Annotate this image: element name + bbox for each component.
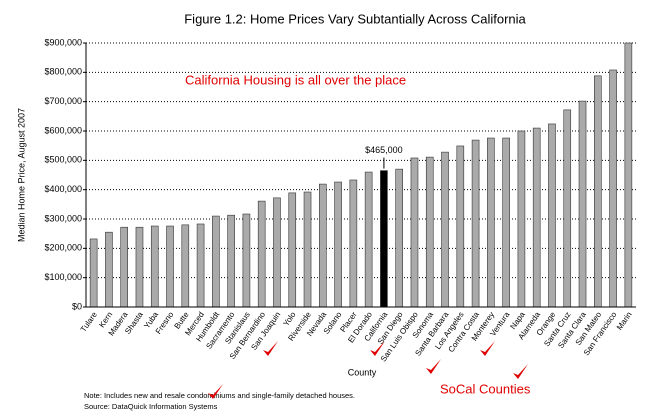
- checkmark: [263, 341, 278, 356]
- y-tick-label: $0: [72, 301, 82, 311]
- bar: [548, 123, 556, 308]
- bar: [624, 42, 633, 308]
- bar: [532, 127, 541, 308]
- bar: [471, 139, 480, 308]
- checkmark: [370, 341, 385, 356]
- bar: [105, 231, 113, 308]
- annotation: California Housing is all over the place: [185, 72, 406, 87]
- checkmark: [480, 341, 495, 356]
- bar: [196, 223, 205, 308]
- bar: [257, 200, 266, 308]
- bar: [410, 157, 419, 308]
- bar: [166, 225, 174, 308]
- y-tick-label: $700,000: [44, 96, 82, 106]
- bar: [441, 151, 449, 308]
- bar: [181, 224, 190, 308]
- y-tick-label: $900,000: [44, 37, 82, 47]
- x-tick-label: Marin: [615, 310, 634, 332]
- bar: [395, 168, 403, 308]
- bar: [349, 179, 358, 308]
- y-tick-label: $100,000: [44, 272, 82, 282]
- bar: [609, 69, 617, 308]
- bar: [273, 197, 281, 308]
- y-tick-label: $200,000: [44, 243, 82, 253]
- checkmark: [208, 384, 223, 399]
- bar: [364, 171, 373, 308]
- bar: [120, 226, 128, 308]
- bar: [563, 109, 572, 308]
- bar: [135, 226, 144, 308]
- y-tick-label: $300,000: [44, 213, 82, 223]
- x-axis-label: County: [348, 367, 377, 377]
- bar: [425, 156, 434, 308]
- bar: [380, 170, 388, 308]
- y-axis-label: Median Home Price, August 2007: [16, 108, 26, 242]
- chart-title: Figure 1.2: Home Prices Vary Subtantiall…: [184, 11, 526, 26]
- bar: [89, 238, 98, 308]
- bar: [319, 183, 327, 308]
- bar: [502, 137, 510, 308]
- bar: [212, 215, 220, 308]
- annotation: SoCal Counties: [440, 381, 531, 396]
- bar: [150, 225, 159, 308]
- note: Source: DataQuick Information Systems: [84, 402, 218, 411]
- data-label: $465,000: [365, 145, 403, 155]
- checkmark: [426, 359, 441, 374]
- bar: [456, 145, 465, 308]
- bar: [227, 214, 235, 308]
- bar: [594, 75, 602, 308]
- bar: [288, 192, 297, 308]
- y-tick-label: $500,000: [44, 155, 82, 165]
- bar: [487, 137, 495, 308]
- note: Note: Includes new and resale condominiu…: [84, 391, 355, 400]
- bar: [578, 100, 587, 308]
- bar: [242, 213, 251, 308]
- x-tick-label: Tulare: [79, 310, 100, 334]
- bar: [517, 130, 526, 308]
- checkmark: [513, 364, 528, 379]
- y-tick-label: $800,000: [44, 67, 82, 77]
- bar: [303, 191, 312, 308]
- bar: [334, 181, 342, 308]
- checkmarks: [208, 341, 528, 399]
- y-tick-label: $400,000: [44, 184, 82, 194]
- y-tick-label: $600,000: [44, 125, 82, 135]
